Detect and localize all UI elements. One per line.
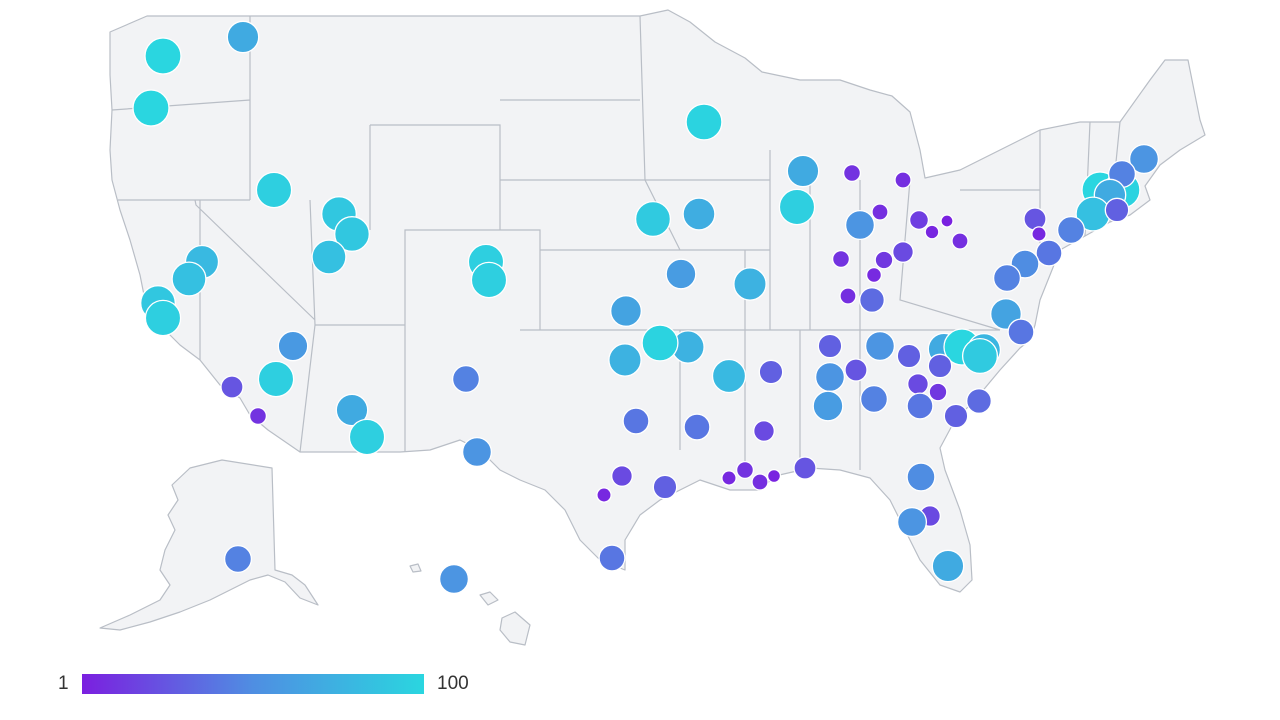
city-bubble[interactable] <box>334 216 370 252</box>
city-bubble[interactable] <box>277 330 309 362</box>
city-bubble[interactable] <box>1035 239 1063 267</box>
bubble-layer <box>132 20 1160 595</box>
city-bubble[interactable] <box>335 393 369 427</box>
city-bubble[interactable] <box>608 343 642 377</box>
city-bubble[interactable] <box>907 373 929 395</box>
city-bubble[interactable] <box>598 544 626 572</box>
city-bubble[interactable] <box>610 295 642 327</box>
city-bubble[interactable] <box>865 266 883 284</box>
hawaii-big-island <box>499 611 531 646</box>
city-bubble[interactable] <box>226 20 260 54</box>
city-bubble[interactable] <box>758 359 784 385</box>
city-bubble[interactable] <box>859 287 885 313</box>
city-bubble[interactable] <box>844 358 868 382</box>
city-bubble[interactable] <box>683 413 711 441</box>
city-bubble[interactable] <box>721 470 737 486</box>
city-bubble[interactable] <box>961 337 999 375</box>
city-bubble[interactable] <box>451 364 481 394</box>
city-bubble[interactable] <box>924 224 940 240</box>
legend-max-label: 100 <box>437 673 469 694</box>
city-bubble[interactable] <box>896 343 922 369</box>
city-bubble[interactable] <box>896 506 928 538</box>
city-bubble[interactable] <box>652 474 678 500</box>
city-bubble[interactable] <box>871 203 889 221</box>
city-bubble[interactable] <box>931 549 965 583</box>
city-bubble[interactable] <box>864 330 896 362</box>
hawaii-kauai <box>409 563 422 573</box>
city-bubble[interactable] <box>927 353 953 379</box>
city-bubble[interactable] <box>1023 207 1047 231</box>
city-bubble[interactable] <box>223 544 253 574</box>
city-bubble[interactable] <box>966 388 992 414</box>
city-bubble[interactable] <box>611 465 633 487</box>
city-bubble[interactable] <box>786 154 820 188</box>
city-bubble[interactable] <box>951 232 969 250</box>
city-bubble[interactable] <box>892 241 914 263</box>
city-bubble[interactable] <box>438 563 470 595</box>
city-bubble[interactable] <box>1128 143 1160 175</box>
city-bubble[interactable] <box>255 171 293 209</box>
city-bubble[interactable] <box>682 197 716 231</box>
city-bubble[interactable] <box>220 375 244 399</box>
city-bubble[interactable] <box>844 209 876 241</box>
city-bubble[interactable] <box>817 333 843 359</box>
city-bubble[interactable] <box>711 358 747 394</box>
city-bubble[interactable] <box>751 473 769 491</box>
city-bubble[interactable] <box>311 239 347 275</box>
city-bubble[interactable] <box>859 384 889 414</box>
city-bubble[interactable] <box>1031 226 1047 242</box>
city-bubble[interactable] <box>248 406 268 426</box>
city-bubble[interactable] <box>144 299 182 337</box>
city-bubble[interactable] <box>1056 215 1086 245</box>
city-bubble[interactable] <box>461 436 493 468</box>
city-bubble[interactable] <box>470 261 508 299</box>
city-bubble[interactable] <box>622 407 650 435</box>
contiguous-us-outline <box>109 9 1206 593</box>
city-bubble[interactable] <box>814 361 846 393</box>
map-land <box>99 9 1206 646</box>
city-bubble[interactable] <box>753 420 775 442</box>
city-bubble[interactable] <box>831 249 851 269</box>
hawaii-maui <box>479 591 499 606</box>
city-bubble[interactable] <box>906 462 936 492</box>
city-bubble[interactable] <box>144 37 182 75</box>
city-bubble[interactable] <box>778 188 816 226</box>
color-scale-legend: 1 100 <box>54 670 494 698</box>
city-bubble[interactable] <box>596 487 612 503</box>
city-bubble[interactable] <box>1104 197 1130 223</box>
city-bubble[interactable] <box>992 263 1022 293</box>
city-bubble[interactable] <box>766 468 782 484</box>
city-bubble[interactable] <box>793 456 817 480</box>
city-bubble[interactable] <box>928 382 948 402</box>
alaska-outline <box>99 459 319 631</box>
city-bubble[interactable] <box>132 89 170 127</box>
city-bubble[interactable] <box>908 209 930 231</box>
city-bubble[interactable] <box>943 403 969 429</box>
city-bubble[interactable] <box>634 200 672 238</box>
city-bubble[interactable] <box>641 324 679 362</box>
city-bubble[interactable] <box>874 250 894 270</box>
city-bubble[interactable] <box>171 261 207 297</box>
city-bubble[interactable] <box>665 258 697 290</box>
city-bubble[interactable] <box>735 460 755 480</box>
city-bubble[interactable] <box>940 214 954 228</box>
city-bubble[interactable] <box>348 418 386 456</box>
city-bubble[interactable] <box>839 287 857 305</box>
city-bubble[interactable] <box>257 360 295 398</box>
legend-gradient-bar <box>82 674 424 694</box>
city-bubble[interactable] <box>733 267 767 301</box>
legend-min-label: 1 <box>58 673 69 694</box>
city-bubble[interactable] <box>685 103 723 141</box>
city-bubble[interactable] <box>906 392 934 420</box>
city-bubble[interactable] <box>842 163 862 183</box>
city-bubble[interactable] <box>812 390 844 422</box>
city-bubble[interactable] <box>1007 318 1035 346</box>
city-bubble[interactable] <box>894 171 912 189</box>
